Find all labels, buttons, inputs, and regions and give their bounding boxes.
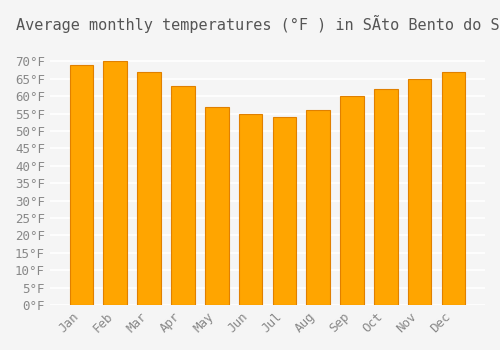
- Bar: [104, 61, 127, 305]
- Title: Average monthly temperatures (°F ) in SÃto Bento do Sul: Average monthly temperatures (°F ) in SÃ…: [16, 15, 500, 33]
- Bar: [442, 72, 465, 305]
- Bar: [171, 86, 194, 305]
- Bar: [306, 110, 330, 305]
- Bar: [340, 96, 364, 305]
- Bar: [408, 79, 432, 305]
- Bar: [374, 89, 398, 305]
- Bar: [272, 117, 296, 305]
- Bar: [70, 65, 94, 305]
- Bar: [238, 113, 262, 305]
- Bar: [138, 72, 161, 305]
- Bar: [205, 107, 229, 305]
